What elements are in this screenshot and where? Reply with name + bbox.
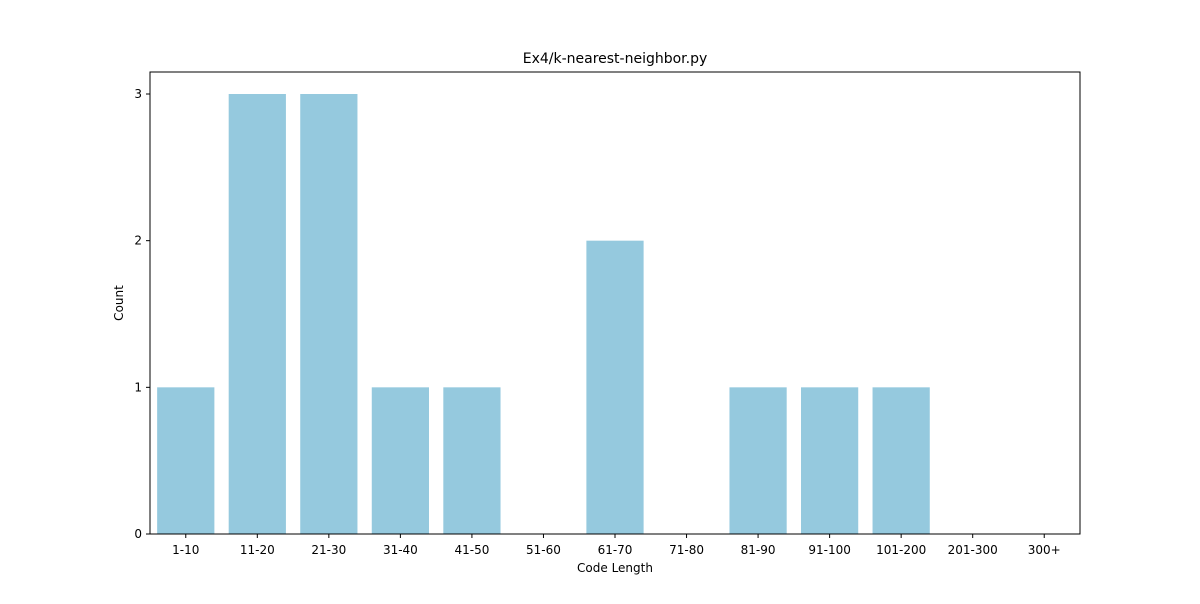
- y-tick-label: 0: [134, 527, 142, 541]
- bar-11-20: [228, 94, 286, 534]
- y-tick-label: 2: [134, 234, 142, 248]
- x-axis: 1-10 11-20 21-30 31-40 41-50 51-60 61-70 71-80 8…: [172, 534, 1061, 557]
- y-tick-label: 1: [134, 380, 142, 394]
- bar-91-100: [801, 387, 859, 534]
- x-tick-label: 61-70: [598, 543, 633, 557]
- y-axis-title: Count: [112, 285, 126, 321]
- bar-1-10: [157, 387, 215, 534]
- chart-title: Ex4/k-nearest-neighbor.py: [523, 51, 708, 67]
- y-axis: 0 1 2 3: [134, 87, 150, 541]
- x-axis-title: Code Length: [577, 561, 653, 575]
- x-tick-label: 11-20: [240, 543, 275, 557]
- x-tick-label: 51-60: [526, 543, 561, 557]
- x-tick-label: 71-80: [669, 543, 704, 557]
- x-tick-label: 31-40: [383, 543, 418, 557]
- bar-101-200: [872, 387, 930, 534]
- bar-81-90: [729, 387, 787, 534]
- x-tick-label: 81-90: [741, 543, 776, 557]
- x-tick-label: 91-100: [808, 543, 851, 557]
- x-tick-label: 41-50: [454, 543, 489, 557]
- bar-21-30: [300, 94, 358, 534]
- x-tick-label: 300+: [1028, 543, 1061, 557]
- bar-61-70: [586, 240, 644, 535]
- bars-layer: [157, 94, 930, 535]
- x-tick-label: 101-200: [876, 543, 926, 557]
- x-tick-label: 201-300: [948, 543, 998, 557]
- x-tick-label: 21-30: [311, 543, 346, 557]
- bar-31-40: [371, 387, 429, 534]
- x-tick-label: 1-10: [172, 543, 199, 557]
- y-tick-label: 3: [134, 87, 142, 101]
- bar-41-50: [443, 387, 501, 534]
